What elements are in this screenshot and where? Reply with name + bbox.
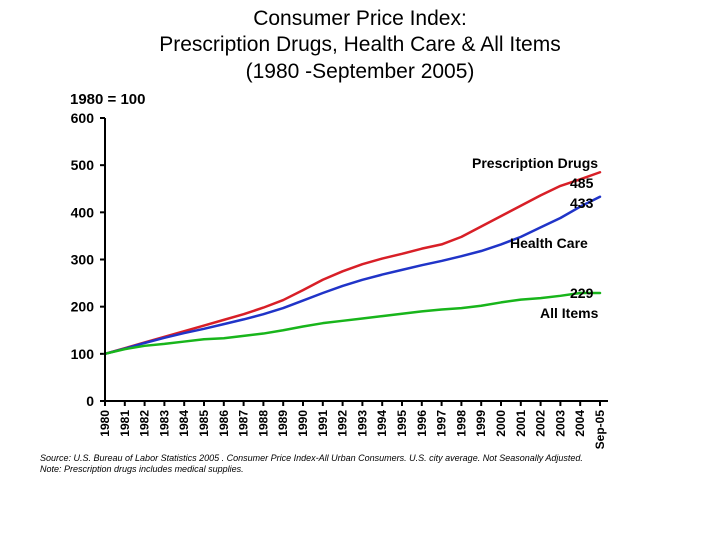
title-line2: Prescription Drugs, Health Care & All It… bbox=[0, 32, 720, 58]
x-tick-label: 1987 bbox=[237, 409, 251, 436]
x-tick-label: 2000 bbox=[494, 409, 508, 436]
x-tick-label: Sep-05 bbox=[593, 409, 607, 449]
x-tick-label: 1980 bbox=[98, 409, 112, 436]
x-tick-label: 2002 bbox=[534, 409, 548, 436]
x-tick-label: 1986 bbox=[217, 409, 231, 436]
value-health-care: 433 bbox=[570, 195, 594, 211]
label-health-care: Health Care bbox=[510, 235, 588, 251]
subtitle-text: 1980 = 100 bbox=[70, 91, 146, 108]
x-tick-label: 2001 bbox=[514, 409, 528, 436]
x-tick-label: 1982 bbox=[138, 409, 152, 436]
y-tick-label: 400 bbox=[71, 204, 95, 220]
x-tick-label: 1993 bbox=[355, 409, 369, 436]
x-tick-label: 2004 bbox=[573, 409, 587, 436]
x-tick-label: 1990 bbox=[296, 409, 310, 436]
x-tick-label: 1998 bbox=[454, 409, 468, 436]
title-line1: Consumer Price Index: bbox=[0, 6, 720, 32]
x-tick-label: 1991 bbox=[316, 409, 330, 436]
y-tick-label: 100 bbox=[71, 346, 95, 362]
value-all-items: 229 bbox=[570, 285, 594, 301]
x-tick-label: 1995 bbox=[395, 409, 409, 436]
x-tick-label: 1996 bbox=[415, 409, 429, 436]
chart-title: Consumer Price Index: Prescription Drugs… bbox=[0, 0, 720, 85]
y-tick-label: 200 bbox=[71, 298, 95, 314]
value-prescription-drugs: 485 bbox=[570, 175, 594, 191]
x-tick-label: 1994 bbox=[375, 409, 389, 436]
series-all-items bbox=[105, 293, 600, 354]
x-tick-label: 1999 bbox=[474, 409, 488, 436]
y-tick-label: 300 bbox=[71, 251, 95, 267]
title-line3: (1980 -September 2005) bbox=[0, 59, 720, 85]
x-tick-label: 1988 bbox=[256, 409, 270, 436]
footnote-note: Note: Prescription drugs includes medica… bbox=[40, 464, 700, 475]
line-chart: 0 100 200 300 400 500 600 1980 1981 1982 1983 1984 1… bbox=[0, 108, 720, 453]
x-tick-label: 1981 bbox=[118, 409, 132, 436]
x-tick-label: 2003 bbox=[553, 409, 567, 436]
x-tick-label: 1997 bbox=[435, 409, 449, 436]
chart-subtitle: 1980 = 100 bbox=[0, 91, 720, 108]
series-health-care bbox=[105, 197, 600, 354]
x-tick-label: 1984 bbox=[177, 409, 191, 436]
x-tick-label: 1983 bbox=[157, 409, 171, 436]
footnote-source: Source: U.S. Bureau of Labor Statistics … bbox=[40, 453, 700, 464]
y-tick-label: 0 bbox=[86, 393, 94, 409]
series-prescription-drugs bbox=[105, 172, 600, 354]
y-tick-label: 600 bbox=[71, 110, 95, 126]
x-tick-label: 1992 bbox=[336, 409, 350, 436]
footnote: Source: U.S. Bureau of Labor Statistics … bbox=[0, 453, 720, 475]
x-tick-label: 1985 bbox=[197, 409, 211, 436]
y-tick-label: 500 bbox=[71, 157, 95, 173]
label-prescription-drugs: Prescription Drugs bbox=[472, 155, 598, 171]
chart-area: 0 100 200 300 400 500 600 1980 1981 1982 1983 1984 1… bbox=[0, 108, 720, 453]
label-all-items: All Items bbox=[540, 305, 599, 321]
x-tick-label: 1989 bbox=[276, 409, 290, 436]
